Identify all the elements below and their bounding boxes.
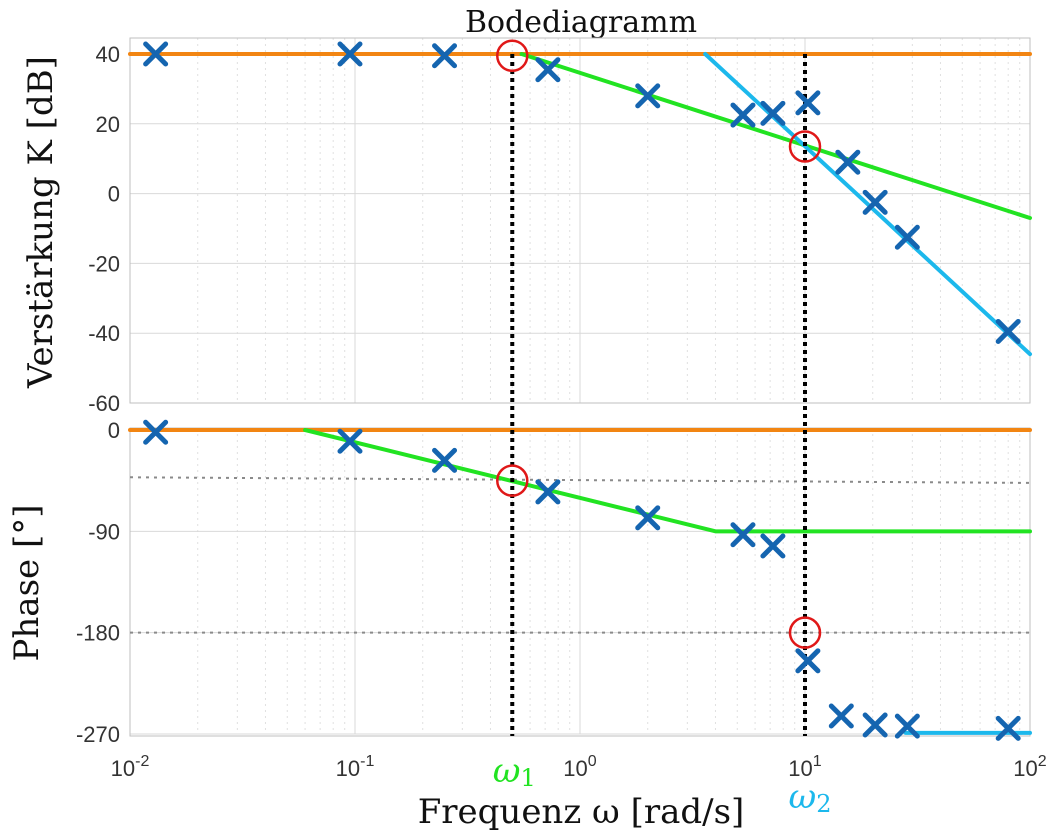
phase-y-tick-label: -180 [76, 621, 120, 646]
magnitude-asymptote-green [519, 52, 1032, 221]
phase-y-tick-label: -270 [76, 722, 120, 747]
magnitude-data-point [730, 102, 756, 128]
phase-data-point [995, 715, 1021, 741]
omega-1-label: ω1 [493, 751, 536, 792]
x-tick-label: 10-1 [336, 753, 375, 781]
magnitude-data-point [894, 224, 920, 250]
phase-reference-line [129, 476, 1031, 484]
phase-data-point [730, 522, 756, 548]
phase-highlight-circle [788, 616, 822, 649]
phase-data-point [828, 703, 854, 729]
x-tick-label: 10-2 [111, 753, 150, 781]
magnitude-highlight-circle [788, 130, 822, 163]
x-tick-labels: 10-2 10-1 100 101 102 [111, 753, 1047, 781]
phase-data-point [894, 713, 920, 739]
magnitude-highlight-circle [496, 39, 529, 72]
x-tick-label: 101 [788, 753, 821, 781]
chart-title: Bodediagramm [465, 5, 697, 40]
magnitude-measured-points [143, 41, 1021, 344]
phase-data-point [143, 419, 169, 445]
phase-data-point [432, 447, 458, 473]
magnitude-plot-area [129, 37, 1031, 404]
phase-data-point [795, 648, 821, 674]
magnitude-data-point [835, 149, 861, 175]
magnitude-data-point [635, 83, 661, 109]
phase-grid [129, 428, 1031, 735]
omega-2-label: ω2 [788, 777, 831, 818]
phase-measured-points [143, 419, 1021, 741]
magnitude-y-axis-label: Verstärkung K [dB] [21, 56, 61, 389]
magnitude-data-point [862, 189, 888, 215]
omega-labels: ω1 ω2 [493, 751, 832, 818]
magnitude-data-point [143, 41, 169, 67]
magnitude-data-point [760, 100, 786, 126]
magnitude-data-point [535, 57, 561, 83]
magnitude-y-tick-label: 40 [96, 42, 120, 67]
x-axis-label: Frequenz ω [rad/s] [418, 792, 745, 832]
phase-y-axis-label: Phase [°] [7, 505, 47, 662]
magnitude-y-tick-label: -60 [88, 391, 120, 416]
magnitude-series [128, 52, 1032, 357]
x-tick-label: 102 [1013, 753, 1046, 781]
phase-data-point [760, 533, 786, 559]
phase-y-tick-label: 0 [108, 418, 120, 443]
magnitude-data-point [337, 41, 363, 67]
magnitude-y-tick-label: 20 [96, 112, 120, 137]
phase-y-tick-label: -90 [88, 519, 120, 544]
marker-lines [510, 54, 807, 736]
x-tick-label: 100 [563, 753, 596, 781]
magnitude-y-tick-label: 0 [108, 182, 120, 207]
phase-data-point [862, 712, 888, 738]
magnitude-asymptote-cyan [703, 52, 1032, 357]
phase-data-point [337, 428, 363, 454]
magnitude-data-point [432, 43, 458, 69]
phase-data-point [535, 479, 561, 505]
magnitude-y-tick-label: -20 [88, 251, 120, 276]
magnitude-data-point [995, 318, 1021, 344]
magnitude-grid [129, 38, 1031, 404]
magnitude-y-tick-labels: 40 20 0 -20 -40 -60 [88, 42, 120, 416]
phase-data-point [635, 505, 661, 531]
highlight-circles [496, 39, 822, 649]
magnitude-data-point [795, 90, 821, 116]
magnitude-y-tick-label: -40 [88, 321, 120, 346]
phase-y-tick-labels: 0 -90 -180 -270 [76, 418, 120, 747]
phase-highlight-circle [496, 464, 529, 497]
